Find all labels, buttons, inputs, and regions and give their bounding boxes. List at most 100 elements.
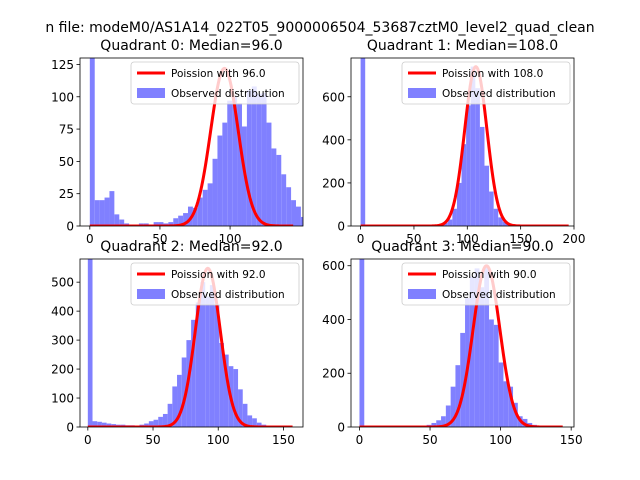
histogram-bar: [119, 219, 125, 226]
y-tick-label: 125: [51, 58, 74, 72]
legend-box: [130, 61, 300, 105]
histogram-bar: [114, 214, 120, 226]
histogram-bar: [295, 206, 301, 226]
x-tick-label: 150: [509, 232, 532, 246]
legend-hist-swatch: [408, 88, 436, 98]
histogram-bar: [158, 416, 163, 427]
histogram-bar: [286, 187, 292, 226]
histogram-bar: [460, 332, 466, 427]
y-tick-label: 600: [322, 90, 345, 104]
histogram-bar: [181, 357, 187, 427]
axes-frame: [350, 258, 575, 428]
histogram-bar: [508, 386, 514, 427]
legend-box: [401, 262, 571, 306]
x-tick-label: 150: [272, 433, 295, 447]
histogram-bar: [474, 268, 480, 427]
histogram-bar: [251, 86, 257, 226]
legend-hist-swatch: [137, 88, 165, 98]
poisson-fit-line: [360, 65, 570, 226]
histogram-bar: [192, 207, 198, 226]
x-tick-label: 50: [406, 232, 421, 246]
histogram-bar: [441, 416, 446, 427]
poisson-fit-line: [89, 66, 294, 226]
histogram-bar: [167, 403, 173, 427]
y-tick-label: 0: [337, 421, 345, 435]
x-tick-label: 0: [357, 232, 365, 246]
subplot-title: Quadrant 3: Median=90.0: [371, 239, 553, 255]
histogram-bar: [227, 100, 233, 226]
x-tick-label: 150: [560, 433, 583, 447]
subplot-1: 0 50 100 150 200 0 200 400 600 Quadrant 1: Median…: [322, 38, 585, 246]
histogram-bar: [503, 381, 509, 427]
histogram-bar: [144, 423, 149, 427]
histogram-bar: [104, 197, 110, 226]
histogram-bar: [479, 287, 485, 427]
y-tick-label: 0: [66, 421, 74, 435]
histogram-bar: [455, 365, 461, 427]
histogram-bar: [242, 403, 248, 427]
histogram-bar: [502, 221, 508, 226]
histogram-bar: [281, 174, 287, 226]
histogram-bar: [92, 421, 98, 427]
x-tick-label: 50: [145, 433, 160, 447]
histogram-bar: [87, 259, 93, 427]
subplot-3: 0 50 100 150 0 200 400 600 Quadrant 3: Median=90…: [322, 239, 583, 447]
histogram-bar: [256, 422, 262, 427]
histogram-bar: [461, 144, 467, 226]
histogram-bar: [101, 422, 107, 427]
legend-hist-label: Observed distribution: [442, 289, 556, 301]
figure-suptitle: n file: modeM0/AS1A14_022T05_9000006504_…: [45, 20, 594, 36]
subplot-0: 0 50 100 0 25 50 75 100 125 Quadrant 0: Median=96…: [51, 38, 304, 246]
legend-box: [401, 61, 571, 105]
histogram-bar: [447, 219, 453, 226]
histogram-bar: [489, 319, 494, 427]
x-tick-label: 100: [219, 232, 242, 246]
y-tick-label: 400: [51, 305, 74, 319]
subplots: 0 50 100 0 25 50 75 100 125 Quadrant 0: Median=96…: [51, 38, 585, 447]
y-tick-label: 200: [322, 367, 345, 381]
histogram-bar: [238, 389, 243, 427]
poisson-fit-line: [358, 264, 564, 427]
histogram-bar: [469, 276, 475, 427]
histogram-bars: [360, 58, 535, 226]
histogram-bar: [94, 200, 100, 226]
axes-frame: [350, 57, 575, 227]
histogram-bar: [252, 418, 257, 427]
legend-hist-label: Observed distribution: [171, 88, 285, 100]
legend-fit-label: Poission with 90.0: [442, 269, 537, 281]
legend: Poission with 108.0 Observed distribution: [401, 61, 571, 105]
legend: Poission with 96.0 Observed distribution: [130, 61, 300, 105]
histogram-bar: [493, 324, 499, 427]
x-tick-label: 0: [356, 433, 364, 447]
histogram-bar: [191, 319, 196, 427]
histogram-bar: [466, 105, 471, 226]
y-tick-label: 300: [51, 334, 74, 348]
x-tick-label: 50: [422, 433, 437, 447]
y-tick-label: 75: [59, 123, 74, 137]
histogram-bar: [247, 415, 253, 427]
histogram-bar: [475, 88, 480, 226]
histogram-bar: [237, 103, 242, 226]
y-tick-label: 200: [322, 176, 345, 190]
y-tick-label: 500: [51, 276, 74, 290]
legend-fit-label: Poission with 92.0: [171, 269, 266, 281]
x-tick-label: 0: [86, 232, 94, 246]
histogram-bar: [148, 421, 154, 427]
histogram-bar: [106, 423, 112, 427]
x-tick-label: 100: [207, 433, 230, 447]
histogram-bar: [173, 218, 179, 226]
histogram-bar: [214, 305, 220, 427]
histogram-bar: [271, 148, 277, 226]
histogram-bar: [212, 158, 218, 226]
histogram-bar: [360, 58, 366, 226]
y-tick-label: 100: [51, 90, 74, 104]
histogram-bar: [97, 421, 102, 427]
histogram-bar: [178, 215, 184, 226]
histogram-bar: [498, 217, 503, 226]
histogram-bar: [431, 422, 437, 427]
y-tick-label: 200: [51, 363, 74, 377]
legend-fit-label: Poission with 108.0: [442, 68, 543, 80]
axes-frame: [79, 258, 304, 428]
histogram-bar: [484, 165, 490, 226]
